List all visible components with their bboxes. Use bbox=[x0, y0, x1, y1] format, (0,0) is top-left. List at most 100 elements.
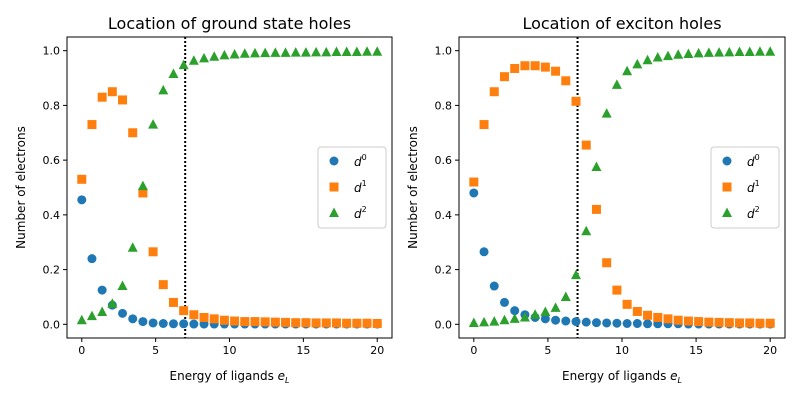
data-point-d1 bbox=[311, 318, 321, 328]
data-point-d1 bbox=[765, 318, 775, 328]
data-point-d0 bbox=[571, 317, 581, 327]
data-point-d2 bbox=[209, 51, 220, 61]
data-point-d1 bbox=[291, 318, 301, 328]
data-point-d1 bbox=[551, 66, 561, 76]
data-point-d2 bbox=[178, 59, 189, 70]
data-point-d2 bbox=[372, 46, 383, 56]
data-point-d2 bbox=[97, 306, 108, 317]
y-tick-label: 0.6 bbox=[43, 154, 61, 167]
data-point-d2 bbox=[137, 180, 148, 191]
x-axis-label-subscript: L bbox=[285, 376, 289, 385]
data-point-d1 bbox=[704, 317, 714, 327]
data-point-d2 bbox=[703, 47, 714, 57]
data-point-d1 bbox=[632, 306, 642, 316]
legend-label-d2: d2 bbox=[354, 205, 367, 221]
x-axis-label-text: Energy of ligands bbox=[562, 369, 670, 383]
data-point-d1 bbox=[148, 247, 158, 257]
data-point-d1 bbox=[510, 63, 520, 73]
data-point-d1 bbox=[643, 310, 653, 320]
data-point-d1 bbox=[653, 312, 663, 322]
plot-frame bbox=[458, 36, 786, 339]
data-point-d2 bbox=[351, 46, 362, 57]
data-point-d1 bbox=[724, 318, 734, 328]
data-point-d2 bbox=[199, 52, 210, 63]
data-point-d2 bbox=[188, 55, 199, 65]
y-tick-label: 1.0 bbox=[43, 45, 61, 58]
data-point-d1 bbox=[663, 314, 673, 324]
x-tick-label: 20 bbox=[370, 344, 384, 357]
y-axis-label: Number of electrons bbox=[406, 126, 420, 249]
data-point-d2 bbox=[754, 46, 765, 56]
data-point-d2 bbox=[300, 47, 311, 57]
data-point-d2 bbox=[148, 119, 159, 129]
data-point-d0 bbox=[622, 318, 632, 328]
data-point-d2 bbox=[362, 46, 373, 56]
legend-label-d1: d1 bbox=[747, 179, 760, 195]
data-point-d1 bbox=[118, 95, 128, 105]
series-d1 bbox=[469, 61, 775, 328]
data-point-d2 bbox=[311, 46, 322, 57]
data-point-d2 bbox=[581, 225, 592, 236]
legend-label-d0: d0 bbox=[354, 153, 367, 169]
x-axis-label: Energy of ligands eL bbox=[170, 369, 290, 385]
y-tick-label: 0.6 bbox=[435, 154, 453, 167]
x-axis-label-subscript: L bbox=[678, 376, 682, 385]
data-point-d0 bbox=[87, 254, 97, 264]
data-point-d2 bbox=[479, 316, 490, 327]
x-tick-label: 0 bbox=[78, 344, 85, 357]
data-point-d2 bbox=[107, 298, 118, 308]
plot-frame bbox=[66, 36, 393, 339]
y-tick-label: 1.0 bbox=[435, 45, 453, 58]
legend-marker-d2 bbox=[329, 207, 339, 217]
x-tick-label: 0 bbox=[470, 344, 477, 357]
y-tick-label: 0.2 bbox=[43, 264, 61, 277]
legend-box bbox=[710, 146, 780, 229]
data-point-d2 bbox=[290, 47, 301, 57]
data-point-d0 bbox=[551, 315, 561, 325]
y-tick-label: 0.2 bbox=[435, 264, 453, 277]
chart-title: Location of exciton holes bbox=[522, 14, 721, 33]
data-point-d2 bbox=[714, 47, 725, 57]
data-point-d1 bbox=[499, 72, 509, 82]
data-point-d1 bbox=[97, 92, 107, 102]
data-point-d2 bbox=[540, 306, 551, 317]
y-tick-label: 0.8 bbox=[435, 99, 453, 112]
x-axis-label-symbol: e bbox=[278, 369, 285, 383]
legend-superscript: 2 bbox=[362, 205, 367, 214]
data-point-d1 bbox=[138, 188, 148, 198]
data-point-d2 bbox=[632, 58, 643, 69]
data-point-d0 bbox=[581, 317, 591, 327]
data-point-d1 bbox=[342, 318, 352, 328]
data-point-d1 bbox=[352, 318, 362, 328]
series-d2 bbox=[76, 46, 383, 325]
data-point-d1 bbox=[209, 314, 219, 324]
data-point-d1 bbox=[87, 120, 97, 130]
data-point-d2 bbox=[724, 46, 735, 57]
data-point-d1 bbox=[571, 96, 581, 106]
data-point-d1 bbox=[107, 87, 117, 97]
data-point-d0 bbox=[561, 316, 571, 326]
data-point-d0 bbox=[168, 319, 178, 329]
series-d2 bbox=[468, 46, 776, 327]
chart-title: Location of ground state holes bbox=[108, 14, 351, 33]
data-point-d1 bbox=[469, 177, 479, 187]
data-point-d2 bbox=[611, 79, 622, 89]
data-point-d1 bbox=[77, 174, 87, 184]
data-point-d0 bbox=[591, 318, 601, 328]
data-point-d1 bbox=[591, 204, 601, 214]
legend-superscript: 1 bbox=[362, 179, 367, 188]
data-point-d1 bbox=[755, 318, 765, 328]
data-point-d0 bbox=[148, 318, 158, 328]
data-point-d1 bbox=[128, 128, 138, 138]
data-point-d0 bbox=[489, 281, 499, 291]
x-tick-label: 20 bbox=[763, 344, 777, 357]
data-point-d0 bbox=[138, 317, 148, 327]
data-point-d2 bbox=[499, 314, 510, 325]
data-point-d1 bbox=[520, 61, 530, 71]
data-point-d1 bbox=[622, 299, 632, 309]
data-point-d1 bbox=[683, 316, 693, 326]
data-point-d1 bbox=[362, 318, 372, 328]
data-point-d2 bbox=[117, 280, 128, 291]
data-point-d1 bbox=[714, 317, 724, 327]
